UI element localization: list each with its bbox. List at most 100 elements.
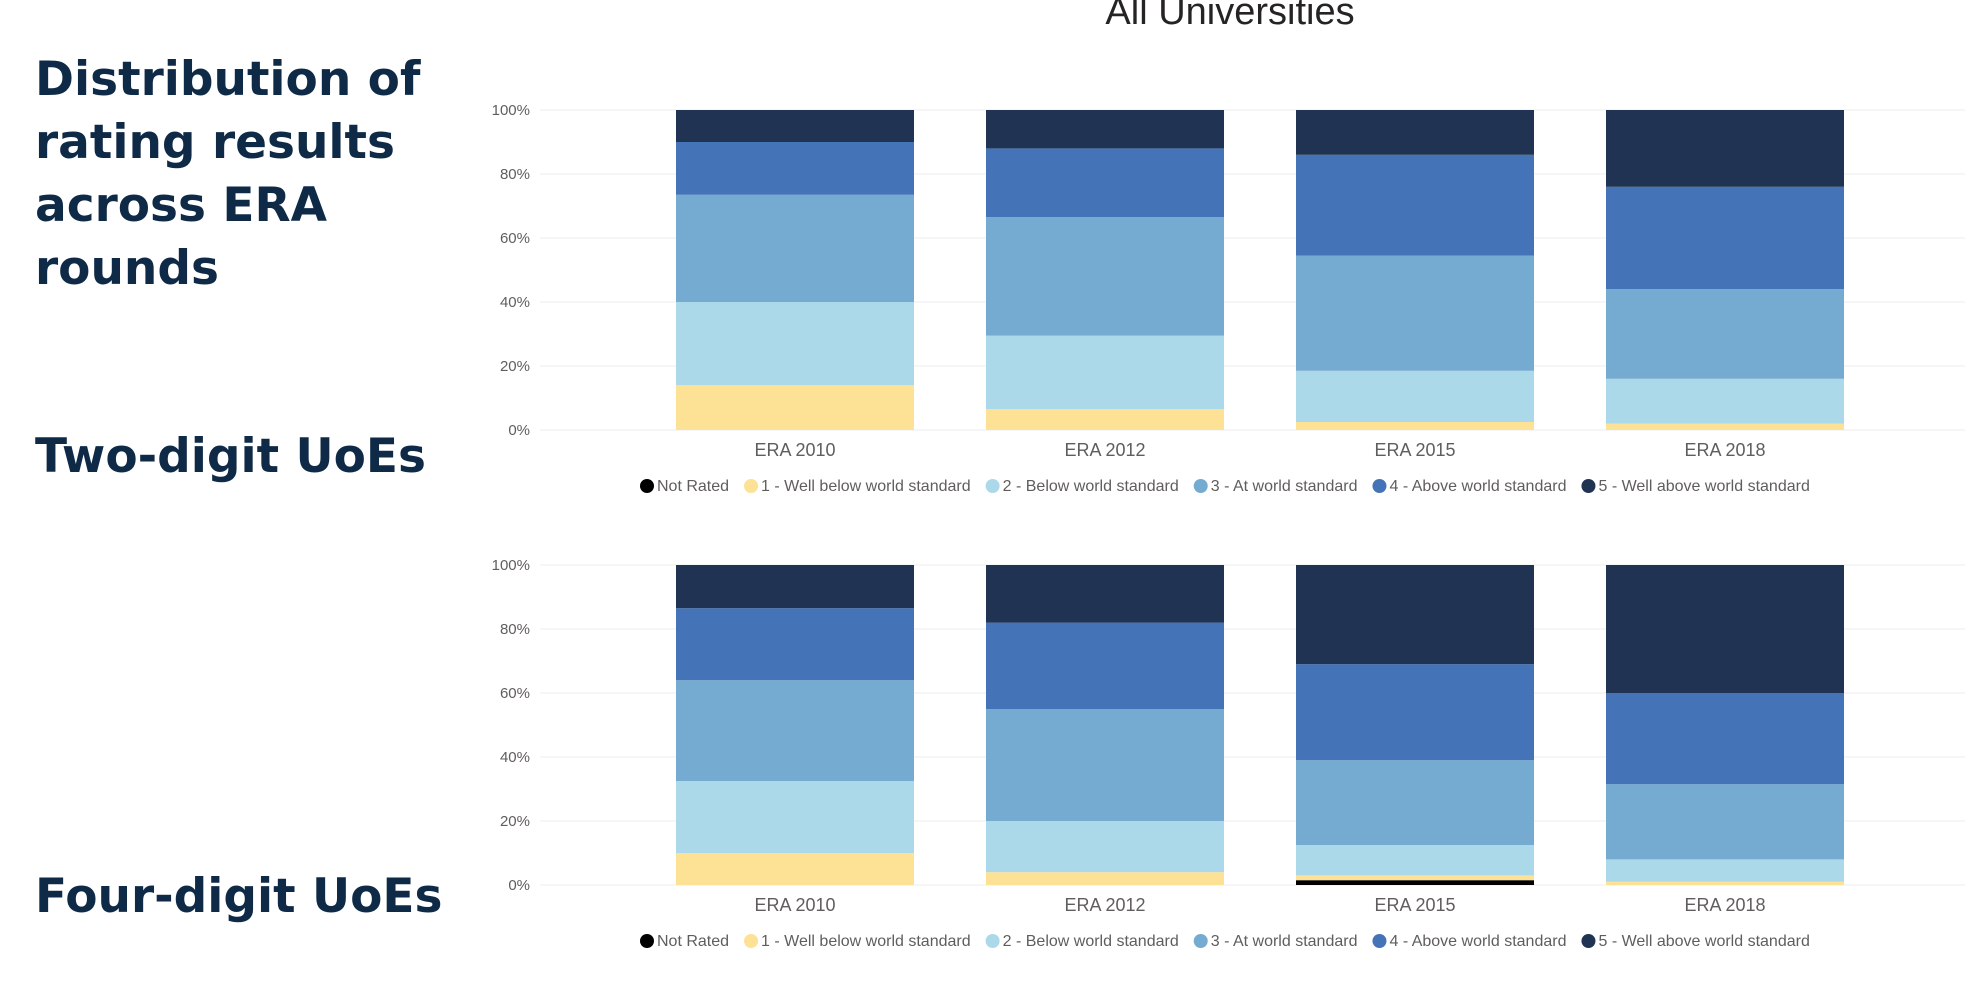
legend-item-1-well-below-world-standard[interactable]: 1 - Well below world standard xyxy=(744,478,971,495)
x-category-label: ERA 2010 xyxy=(754,440,835,460)
y-tick-label: 60% xyxy=(500,685,530,702)
bar-era-2015-1-well-below-world-standard[interactable] xyxy=(1296,875,1534,881)
two-digit-uoes-label: Two-digit UoEs xyxy=(35,429,426,484)
bar-era-2018-1-well-below-world-standard[interactable] xyxy=(1606,881,1844,885)
bar-era-2010-2-below-world-standard[interactable] xyxy=(676,302,914,386)
legend-item-5-well-above-world-standard[interactable]: 5 - Well above world standard xyxy=(1581,478,1810,495)
legend-item-2-below-world-standard[interactable]: 2 - Below world standard xyxy=(985,478,1179,495)
y-tick-label: 20% xyxy=(500,813,530,830)
bar-era-2015-not-rated[interactable] xyxy=(1296,880,1534,885)
bar-era-2010-1-well-below-world-standard[interactable] xyxy=(676,385,914,430)
y-tick-label: 80% xyxy=(500,166,530,183)
legend-label: 2 - Below world standard xyxy=(1003,478,1179,495)
four-digit-uoes-chart: 0% 20% 40% 60% 80% 100% ERA 2010 ERA 2012 ERA 20… xyxy=(492,557,1965,950)
bar-era-2010-1-well-below-world-standard[interactable] xyxy=(676,853,914,885)
y-tick-label: 20% xyxy=(500,358,530,375)
bar-era-2018-3-at-world-standard[interactable] xyxy=(1606,784,1844,860)
bar-era-2010-5-well-above-world-standard[interactable] xyxy=(676,565,914,609)
bar-era-2010-4-above-world-standard[interactable] xyxy=(676,142,914,195)
legend-marker xyxy=(744,479,759,493)
bar-era-2015-1-well-below-world-standard[interactable] xyxy=(1296,422,1534,430)
bar-era-2012-3-at-world-standard[interactable] xyxy=(986,709,1224,821)
legend-item-not-rated[interactable]: Not Rated xyxy=(640,478,729,495)
x-category-label: ERA 2012 xyxy=(1064,895,1145,915)
legend-marker xyxy=(1372,479,1387,493)
y-tick-label: 0% xyxy=(508,422,530,439)
legend-marker xyxy=(1372,934,1387,948)
legend-label: 4 - Above world standard xyxy=(1389,478,1566,495)
legend-marker xyxy=(744,934,759,948)
bar-era-2010-2-below-world-standard[interactable] xyxy=(676,781,914,853)
legend-marker xyxy=(1581,934,1596,948)
bar-era-2018-2-below-world-standard[interactable] xyxy=(1606,378,1844,424)
bar-era-2010-3-at-world-standard[interactable] xyxy=(676,194,914,302)
legend-item-not-rated[interactable]: Not Rated xyxy=(640,933,729,950)
y-tick-label: 60% xyxy=(500,230,530,247)
bar-era-2018-3-at-world-standard[interactable] xyxy=(1606,289,1844,379)
legend-label: 2 - Below world standard xyxy=(1003,933,1179,950)
legend-label: 5 - Well above world standard xyxy=(1598,478,1809,495)
y-tick-label: 0% xyxy=(508,877,530,894)
bar-era-2012-4-above-world-standard[interactable] xyxy=(986,148,1224,218)
bar-era-2015-2-below-world-standard[interactable] xyxy=(1296,370,1534,422)
bar-era-2015-4-above-world-standard[interactable] xyxy=(1296,154,1534,256)
bar-era-2010-4-above-world-standard[interactable] xyxy=(676,608,914,681)
page-heading: Distribution of rating results across ER… xyxy=(35,52,421,296)
bar-era-2015-2-below-world-standard[interactable] xyxy=(1296,845,1534,876)
legend-item-3-at-world-standard[interactable]: 3 - At world standard xyxy=(1193,478,1358,495)
legend-item-1-well-below-world-standard[interactable]: 1 - Well below world standard xyxy=(744,933,971,950)
legend-marker xyxy=(640,934,654,948)
legend-item-4-above-world-standard[interactable]: 4 - Above world standard xyxy=(1372,933,1566,950)
bar-era-2018-1-well-below-world-standard[interactable] xyxy=(1606,423,1844,430)
bar-era-2010-5-well-above-world-standard[interactable] xyxy=(676,110,914,142)
legend-marker xyxy=(985,934,1000,948)
bar-era-2015-5-well-above-world-standard[interactable] xyxy=(1296,110,1534,155)
bar-era-2015-4-above-world-standard[interactable] xyxy=(1296,664,1534,761)
y-tick-label: 40% xyxy=(500,294,530,311)
legend-label: Not Rated xyxy=(657,933,729,950)
bar-era-2012-4-above-world-standard[interactable] xyxy=(986,622,1224,709)
legend-marker xyxy=(985,479,1000,493)
bar-era-2012-5-well-above-world-standard[interactable] xyxy=(986,110,1224,149)
x-category-label: ERA 2018 xyxy=(1684,440,1765,460)
legend-label: 1 - Well below world standard xyxy=(761,933,971,950)
x-category-label: ERA 2015 xyxy=(1374,440,1455,460)
bar-era-2012-1-well-below-world-standard[interactable] xyxy=(986,872,1224,885)
bar-era-2018-5-well-above-world-standard[interactable] xyxy=(1606,565,1844,693)
legend-item-2-below-world-standard[interactable]: 2 - Below world standard xyxy=(985,933,1179,950)
legend-label: 3 - At world standard xyxy=(1211,933,1358,950)
bar-era-2015-3-at-world-standard[interactable] xyxy=(1296,760,1534,845)
bar-era-2015-3-at-world-standard[interactable] xyxy=(1296,255,1534,371)
bar-era-2010-3-at-world-standard[interactable] xyxy=(676,680,914,781)
legend-label: 1 - Well below world standard xyxy=(761,478,971,495)
legend-marker xyxy=(1581,479,1596,493)
legend-marker xyxy=(1193,934,1208,948)
x-category-label: ERA 2010 xyxy=(754,895,835,915)
y-tick-label: 80% xyxy=(500,621,530,638)
four-digit-uoes-label: Four-digit UoEs xyxy=(35,869,443,924)
bar-era-2012-5-well-above-world-standard[interactable] xyxy=(986,565,1224,623)
chart-title: All Universities xyxy=(1105,0,1355,33)
legend-marker xyxy=(640,479,654,493)
bar-era-2012-2-below-world-standard[interactable] xyxy=(986,821,1224,873)
bar-era-2018-4-above-world-standard[interactable] xyxy=(1606,186,1844,290)
legend-item-3-at-world-standard[interactable]: 3 - At world standard xyxy=(1193,933,1358,950)
legend-marker xyxy=(1193,479,1208,493)
bar-era-2012-1-well-below-world-standard[interactable] xyxy=(986,409,1224,430)
legend-label: Not Rated xyxy=(657,478,729,495)
y-tick-label: 100% xyxy=(492,102,530,119)
legend-item-4-above-world-standard[interactable]: 4 - Above world standard xyxy=(1372,478,1566,495)
bar-era-2018-2-below-world-standard[interactable] xyxy=(1606,859,1844,882)
legend-item-5-well-above-world-standard[interactable]: 5 - Well above world standard xyxy=(1581,933,1810,950)
bar-era-2012-3-at-world-standard[interactable] xyxy=(986,217,1224,336)
bar-era-2015-5-well-above-world-standard[interactable] xyxy=(1296,565,1534,665)
bar-era-2012-2-below-world-standard[interactable] xyxy=(986,335,1224,410)
bar-era-2018-5-well-above-world-standard[interactable] xyxy=(1606,110,1844,187)
x-category-label: ERA 2012 xyxy=(1064,440,1145,460)
two-digit-uoes-chart: 0% 20% 40% 60% 80% 100% ERA 2010 ERA 2012 ERA 20… xyxy=(492,102,1965,495)
x-category-label: ERA 2015 xyxy=(1374,895,1455,915)
y-tick-label: 100% xyxy=(492,557,530,574)
bar-era-2018-4-above-world-standard[interactable] xyxy=(1606,693,1844,785)
legend-label: 5 - Well above world standard xyxy=(1598,933,1809,950)
x-category-label: ERA 2018 xyxy=(1684,895,1765,915)
